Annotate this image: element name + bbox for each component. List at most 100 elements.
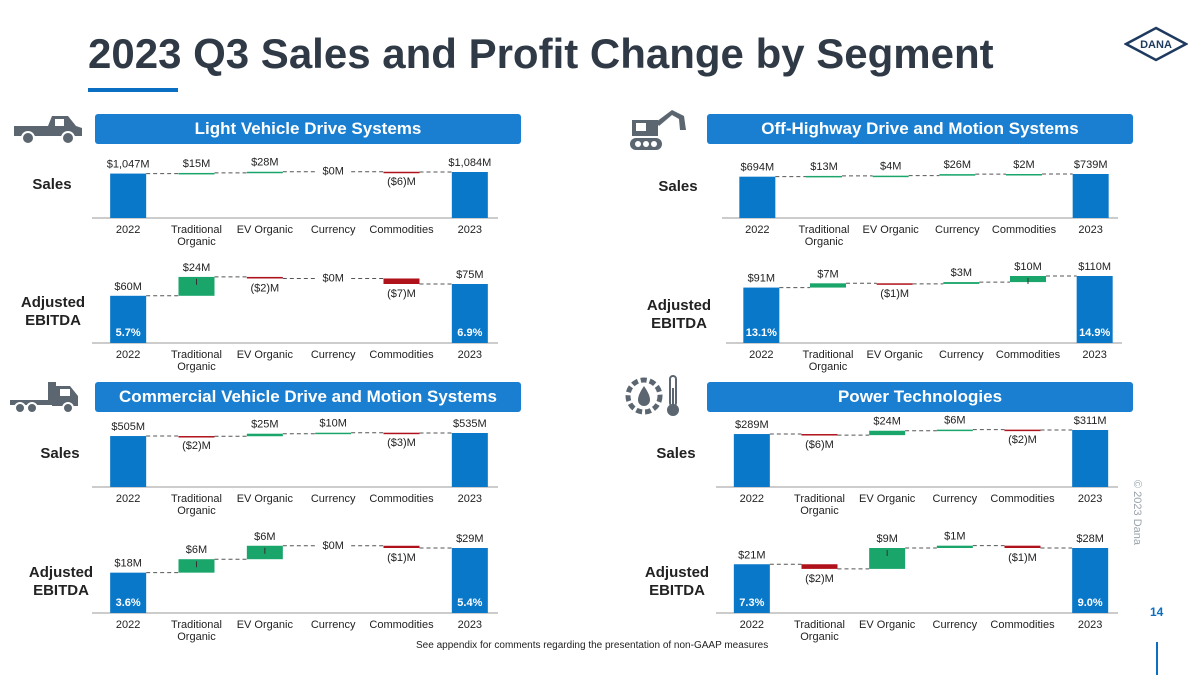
decrease-bar [801, 434, 838, 436]
category-label: EV Organic [859, 619, 916, 631]
category-label: Currency [933, 619, 978, 631]
decrease-bar [246, 276, 283, 279]
category-label: 2023 [458, 493, 482, 505]
category-label: Traditional [803, 349, 854, 361]
category-label: EV Organic [237, 224, 294, 236]
decrease-bar [876, 283, 913, 285]
data-label: $0M [322, 166, 343, 178]
increase-bar [869, 548, 906, 569]
category-label: Commodities [990, 493, 1055, 505]
category-label: 2022 [116, 349, 140, 361]
category-label: 2023 [1078, 224, 1102, 236]
data-label: $24M [873, 416, 901, 428]
total-bar [1072, 430, 1109, 487]
category-label: Currency [935, 224, 980, 236]
category-label: 2022 [116, 224, 140, 236]
power-technologies-icon [625, 375, 679, 416]
data-label: ($6)M [805, 439, 834, 451]
data-label: $29M [456, 533, 484, 545]
increase-bar [872, 175, 909, 178]
decrease-bar [1004, 545, 1041, 548]
category-label: 2023 [1078, 493, 1102, 505]
increase-bar [1006, 174, 1042, 176]
category-label: EV Organic [867, 349, 924, 361]
increase-bar [178, 172, 215, 175]
total-bar [1072, 548, 1109, 613]
total-bar [1072, 174, 1109, 218]
total-bar [1076, 276, 1113, 343]
category-label: Commodities [369, 224, 434, 236]
increase-bar [178, 276, 215, 296]
data-label: $110M [1078, 261, 1111, 273]
increase-bar [806, 175, 842, 178]
data-label: $21M [738, 549, 766, 561]
category-label: Commodities [990, 619, 1055, 631]
page-title: 2023 Q3 Sales and Profit Change by Segme… [88, 30, 994, 77]
category-label: 2023 [458, 619, 482, 631]
category-label: Commodities [996, 349, 1061, 361]
data-label: $0M [322, 272, 343, 284]
data-label: $505M [111, 421, 145, 433]
page-number-rule [1156, 642, 1158, 675]
data-label: $1,084M [448, 157, 491, 169]
data-label: $28M [251, 157, 279, 169]
data-label: ($1)M [1008, 552, 1037, 564]
dana-logo: DANA [1124, 26, 1188, 62]
decrease-bar [1004, 429, 1041, 432]
category-label: Organic [177, 505, 216, 517]
data-label: $10M [1014, 261, 1042, 273]
data-label: $0M [322, 540, 343, 552]
category-label: Organic [800, 631, 839, 643]
data-label: $9M [876, 533, 897, 545]
semi-truck-icon [10, 382, 78, 414]
data-label: $24M [183, 262, 211, 274]
category-label: Commodities [369, 349, 434, 361]
total-bar [743, 287, 780, 343]
data-label: $535M [453, 418, 487, 430]
increase-bar [315, 432, 352, 435]
decrease-bar [383, 545, 420, 548]
margin-label: 7.3% [739, 597, 764, 609]
category-label: Currency [311, 619, 356, 631]
light-vehicle-truck-icon [14, 116, 82, 145]
title-underline [88, 88, 178, 92]
total-bar [733, 434, 770, 487]
increase-bar [936, 429, 973, 432]
data-label: ($6)M [387, 176, 416, 188]
page-number: 14 [1150, 605, 1164, 619]
category-label: Organic [805, 236, 844, 248]
category-label: 2022 [740, 619, 764, 631]
data-label: $1M [944, 531, 965, 543]
data-label: $7M [817, 268, 838, 280]
data-label: ($2)M [1008, 434, 1037, 446]
logo-text: DANA [1140, 39, 1172, 51]
data-label: $25M [251, 419, 279, 431]
row-label-adjusted-ebitda: Adjusted EBITDA [646, 297, 712, 332]
category-label: Organic [177, 631, 216, 643]
category-label: Traditional [799, 224, 850, 236]
category-label: Traditional [171, 493, 222, 505]
copyright: © 2023 Dana [1131, 480, 1143, 545]
category-label: EV Organic [859, 493, 916, 505]
total-bar [733, 564, 770, 613]
decrease-bar [383, 278, 420, 284]
data-label: $75M [456, 269, 484, 281]
increase-bar [810, 283, 846, 288]
total-bar [110, 436, 147, 487]
data-label: $289M [735, 419, 769, 431]
data-label: $4M [880, 161, 901, 173]
category-label: 2022 [749, 349, 773, 361]
data-label: $10M [319, 418, 347, 430]
footnote: See appendix for comments regarding the … [416, 640, 769, 651]
total-bar [739, 176, 776, 218]
category-label: Currency [311, 493, 356, 505]
data-label: ($3)M [387, 437, 416, 449]
row-label-sales: Sales [32, 176, 72, 193]
category-label: Currency [933, 493, 978, 505]
data-label: $13M [810, 161, 838, 173]
